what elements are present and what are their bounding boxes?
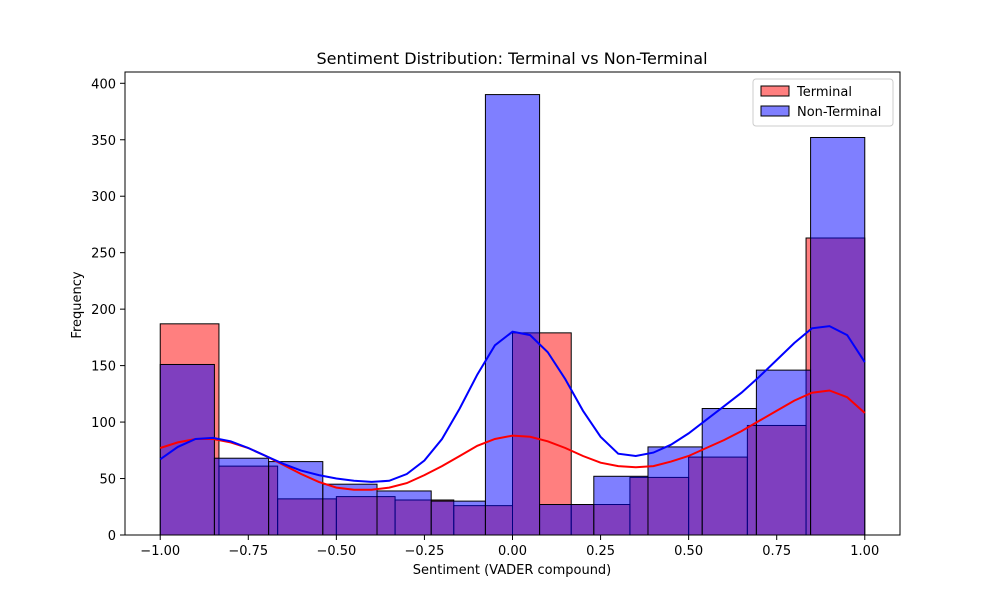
x-tick-label: −1.00 xyxy=(140,544,180,559)
bar-non-terminal-3 xyxy=(322,483,378,536)
x-tick-label: −0.50 xyxy=(316,544,356,559)
legend-swatch-terminal xyxy=(760,85,790,97)
x-axis-label: Sentiment (VADER compound) xyxy=(413,563,612,578)
x-tick-label: 1.00 xyxy=(850,544,879,559)
x-tick-label: −0.75 xyxy=(228,544,268,559)
chart-title: Sentiment Distribution: Terminal vs Non-… xyxy=(316,49,707,68)
bar-non-terminal-9 xyxy=(647,446,703,536)
x-tick-label: 0.75 xyxy=(762,544,791,559)
bars-layer xyxy=(159,94,866,536)
legend: Terminal Non-Terminal xyxy=(752,78,894,127)
y-tick-label: 200 xyxy=(91,303,116,318)
bar-non-terminal-12 xyxy=(810,136,866,536)
bar-non-terminal-5 xyxy=(430,500,486,536)
bar-non-terminal-2 xyxy=(268,461,324,536)
y-tick-label: 250 xyxy=(91,247,116,262)
legend-label-non-terminal: Non-Terminal xyxy=(797,105,881,120)
y-tick-label: 100 xyxy=(91,416,116,431)
x-axis: −1.00 −0.75 −0.50 −0.25 0.00 0.25 0.50 0.75 1.00 xyxy=(140,535,879,559)
bar-non-terminal-1 xyxy=(213,457,270,536)
y-tick-label: 0 xyxy=(108,529,116,544)
kde-layer xyxy=(159,325,866,491)
y-tick-label: 350 xyxy=(91,134,116,149)
legend-swatch-non-terminal xyxy=(760,105,790,117)
x-tick-label: 0.50 xyxy=(674,544,703,559)
y-tick-label: 50 xyxy=(99,473,116,488)
legend-label-terminal: Terminal xyxy=(796,85,852,100)
x-tick-label: 0.00 xyxy=(498,544,527,559)
bar-non-terminal-0 xyxy=(159,363,215,536)
y-tick-label: 150 xyxy=(91,360,116,375)
bar-non-terminal-10 xyxy=(701,408,757,536)
bar-non-terminal-4 xyxy=(376,490,432,536)
bar-non-terminal-11 xyxy=(755,369,812,536)
bar-non-terminal-6 xyxy=(484,94,541,536)
kde-line-non-terminal xyxy=(159,325,866,483)
y-tick-label: 300 xyxy=(91,190,116,205)
x-tick-label: 0.25 xyxy=(586,544,615,559)
y-tick-label: 400 xyxy=(91,77,116,92)
x-tick-label: −0.25 xyxy=(405,544,445,559)
bar-non-terminal-8 xyxy=(593,475,649,536)
y-axis-label: Frequency xyxy=(70,271,85,338)
bar-non-terminal-7 xyxy=(539,504,595,536)
y-axis: 0 50 100 150 200 250 300 350 400 xyxy=(91,77,125,544)
